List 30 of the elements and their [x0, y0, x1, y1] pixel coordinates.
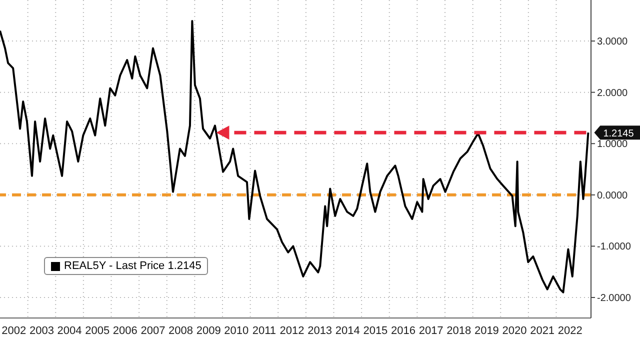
x-tick-label: 2018: [446, 324, 472, 337]
x-tick-label: 2022: [558, 324, 582, 337]
y-tick-label: 2.0000: [597, 88, 628, 99]
y-tick-label: 0.0000: [597, 190, 628, 202]
x-tick-label: 2020: [502, 324, 527, 337]
x-tick-label: 2008: [168, 324, 194, 337]
x-tick-label: 2013: [308, 324, 332, 337]
x-tick-label: 2004: [57, 324, 82, 337]
y-tick-label: -1.0000: [597, 242, 632, 253]
x-tick-label: 2015: [363, 324, 388, 337]
x-tick-label: 2010: [224, 324, 249, 337]
x-tick-label: 2019: [474, 324, 499, 337]
legend-label: REAL5Y - Last Price 1.2145: [64, 260, 202, 272]
x-tick-label: 2006: [112, 324, 138, 337]
x-tick-label: 2009: [196, 324, 221, 337]
x-tick-label: 2012: [280, 324, 304, 337]
x-tick-label: 2014: [335, 324, 360, 337]
x-tick-label: 2005: [85, 324, 110, 337]
x-tick-label: 2011: [252, 324, 276, 337]
x-tick-label: 2002: [2, 324, 26, 337]
y-tick-label: 3.0000: [597, 36, 628, 48]
x-tick-label: 2016: [391, 324, 416, 337]
y-tick-label: -2.0000: [597, 293, 632, 304]
x-tick-label: 2017: [418, 324, 444, 337]
x-tick-label: 2007: [140, 324, 166, 337]
line-series: [0, 20, 590, 294]
x-tick-label: 2021: [530, 324, 555, 337]
y-tick-label: 1.0000: [597, 139, 628, 150]
x-tick-label: 2003: [29, 324, 54, 337]
annotation: 1.2145: [603, 128, 634, 140]
